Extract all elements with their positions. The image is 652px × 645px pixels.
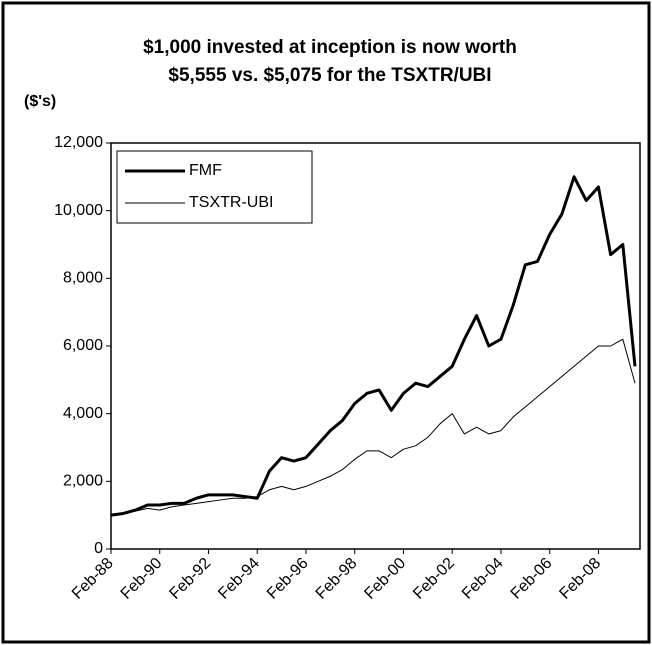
chart-title: $5,555 vs. $5,075 for the TSXTR/UBI (168, 65, 491, 86)
legend-box (116, 150, 313, 224)
x-tick-label: Feb-90 (118, 555, 166, 603)
y-tick-label: 6,000 (63, 337, 103, 354)
y-axis-label: ($'s) (24, 93, 56, 110)
chart-title: $1,000 invested at inception is now wort… (143, 37, 517, 58)
y-tick-label: 10,000 (54, 202, 103, 219)
x-tick-label: Feb-08 (556, 555, 604, 603)
y-tick-label: 12,000 (54, 134, 103, 151)
x-tick-label: Feb-04 (459, 555, 507, 603)
x-tick-label: Feb-06 (508, 555, 556, 603)
series-line (110, 338, 636, 516)
y-tick-label: 8,000 (63, 270, 103, 287)
legend-label: FMF (189, 162, 222, 179)
y-tick-label: 2,000 (63, 473, 103, 490)
x-tick-label: Feb-94 (215, 555, 263, 603)
series-line (110, 175, 637, 517)
x-tick-label: Feb-92 (166, 555, 214, 603)
x-tick-label: Feb-96 (264, 555, 312, 603)
legend-label: TSXTR-UBI (189, 194, 273, 211)
x-tick-label: Feb-98 (313, 555, 361, 603)
x-tick-label: Feb-88 (69, 555, 117, 603)
x-tick-label: Feb-02 (410, 555, 458, 603)
y-tick-label: 0 (94, 540, 103, 557)
x-tick-label: Feb-00 (361, 555, 409, 603)
y-tick-label: 4,000 (63, 405, 103, 422)
